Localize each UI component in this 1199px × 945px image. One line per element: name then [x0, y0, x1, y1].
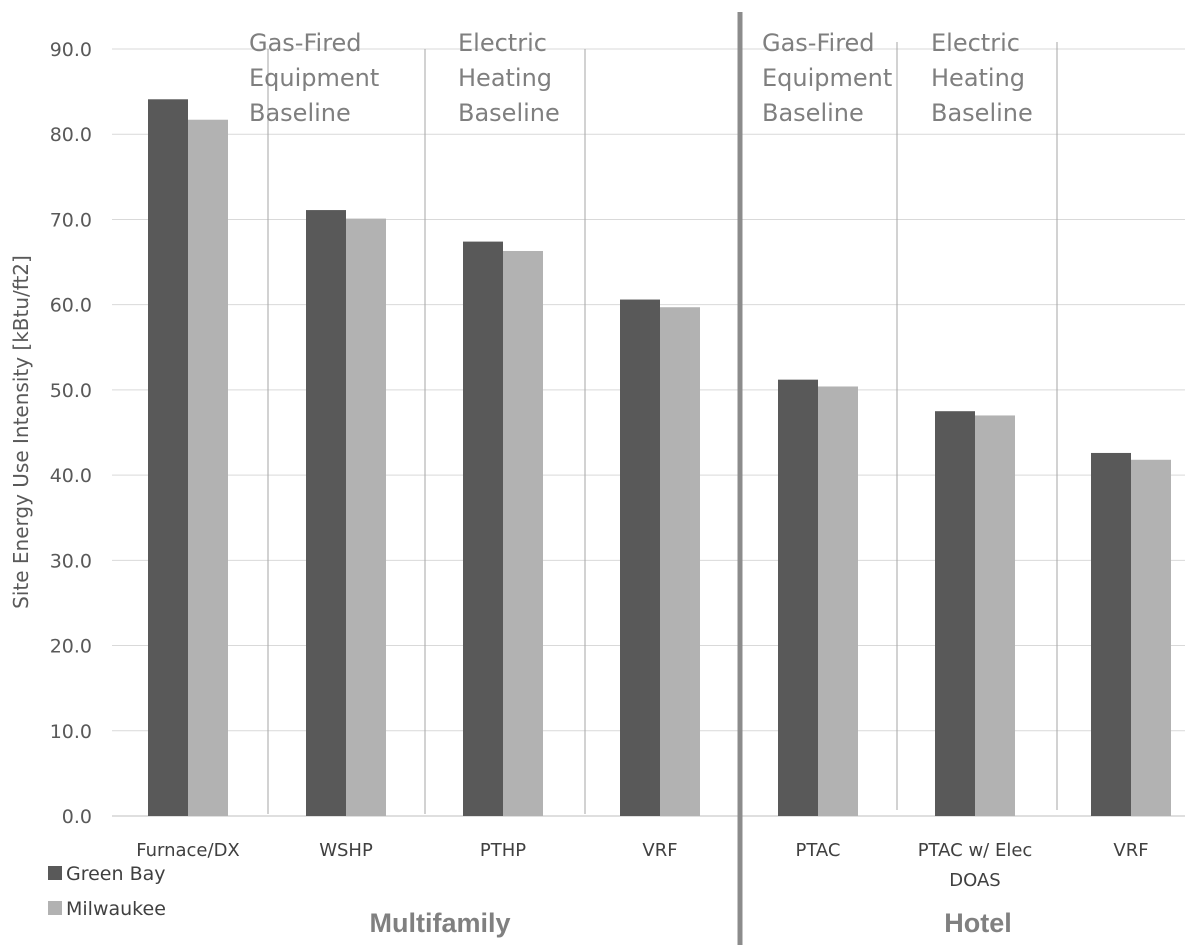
- group-label: Multifamily: [369, 908, 510, 938]
- legend-label: Milwaukee: [66, 898, 166, 920]
- bar-milwaukee: [660, 307, 700, 816]
- category-label: PTAC w/ Elec: [918, 840, 1033, 861]
- baseline-annotation: Baseline: [762, 99, 864, 127]
- bar-green-bay: [148, 99, 188, 816]
- baseline-annotation: Heating: [931, 64, 1025, 92]
- y-axis-label: Site Energy Use Intensity [kBtu/ft2]: [9, 255, 33, 609]
- y-tick-label: 20.0: [50, 636, 92, 658]
- category-label: VRF: [1113, 840, 1148, 861]
- y-tick-label: 0.0: [62, 806, 92, 828]
- category-label: PTHP: [480, 840, 526, 861]
- bar-milwaukee: [503, 250, 543, 816]
- bar-green-bay: [620, 299, 660, 816]
- baseline-annotation: Baseline: [931, 99, 1033, 127]
- y-tick-label: 50.0: [50, 380, 92, 402]
- baseline-annotation: Baseline: [458, 99, 560, 127]
- category-label: VRF: [642, 840, 677, 861]
- bars: [148, 99, 1171, 817]
- legend-swatch: [48, 901, 62, 915]
- bar-green-bay: [463, 241, 503, 816]
- bar-milwaukee: [1131, 459, 1171, 816]
- group-label: Hotel: [944, 908, 1012, 938]
- bar-milwaukee: [188, 119, 228, 817]
- baseline-annotation: Equipment: [249, 64, 379, 92]
- baseline-annotation: Electric: [931, 29, 1020, 57]
- baseline-annotations: Gas-Fired Equipment Baseline Electric Heatin…: [249, 29, 1033, 127]
- bar-milwaukee: [818, 386, 858, 816]
- bar-milwaukee: [975, 415, 1015, 816]
- y-tick-label: 60.0: [50, 295, 92, 317]
- category-label: DOAS: [949, 870, 1000, 891]
- category-label: PTAC: [795, 840, 840, 861]
- y-tick-label: 30.0: [50, 550, 92, 572]
- legend: Green Bay Milwaukee: [48, 863, 166, 920]
- category-label: WSHP: [319, 840, 373, 861]
- baseline-annotation: Electric: [458, 29, 547, 57]
- y-tick-label: 80.0: [50, 124, 92, 146]
- baseline-annotation: Baseline: [249, 99, 351, 127]
- bar-milwaukee: [346, 218, 386, 816]
- baseline-annotation: Gas-Fired: [249, 29, 362, 57]
- y-tick-label: 70.0: [50, 209, 92, 231]
- separator-lines: [267, 12, 1058, 945]
- baseline-annotation: Equipment: [762, 64, 892, 92]
- bar-green-bay: [1091, 452, 1131, 816]
- bar-green-bay: [778, 379, 818, 816]
- group-labels: Multifamily Hotel: [369, 908, 1011, 938]
- legend-label: Green Bay: [66, 863, 166, 885]
- y-tick-label: 90.0: [50, 39, 92, 61]
- baseline-annotation: Gas-Fired: [762, 29, 875, 57]
- y-tick-label: 40.0: [50, 465, 92, 487]
- y-axis-ticks: 0.0 10.0 20.0 30.0 40.0 50.0 60.0 70.0 80.0 90.0: [50, 39, 92, 828]
- bar-green-bay: [935, 411, 975, 816]
- bar-green-bay: [306, 210, 346, 816]
- baseline-annotation: Heating: [458, 64, 552, 92]
- category-label: Furnace/DX: [136, 840, 240, 861]
- y-tick-label: 10.0: [50, 721, 92, 743]
- category-labels: Furnace/DX WSHP PTHP VRF PTAC PTAC w/ Elec DOA…: [136, 840, 1148, 891]
- legend-swatch: [48, 866, 62, 880]
